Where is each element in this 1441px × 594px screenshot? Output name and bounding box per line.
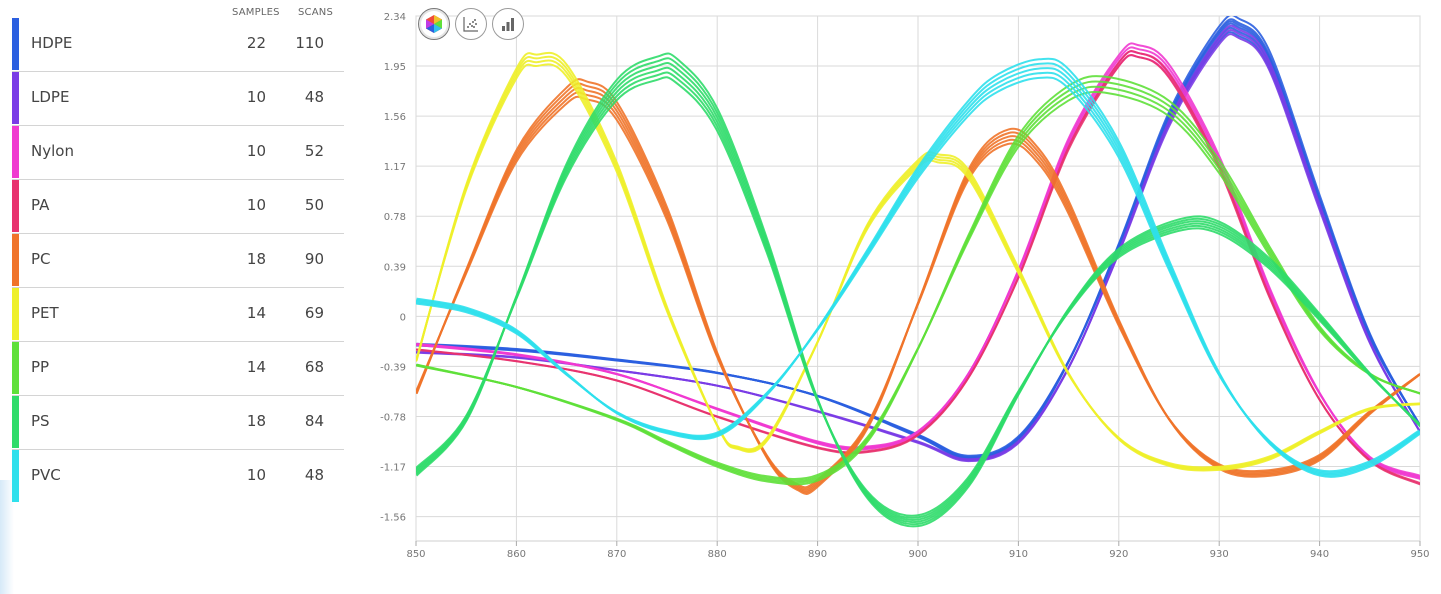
x-tick-label: 890 — [808, 549, 827, 560]
material-name: PS — [31, 412, 50, 430]
y-tick-label: 1.17 — [384, 162, 406, 173]
samples-count: 10 — [246, 196, 266, 214]
scans-count: 48 — [304, 466, 324, 484]
samples-count: 18 — [246, 412, 266, 430]
samples-column-header: SAMPLES — [232, 7, 280, 18]
scans-count: 50 — [304, 196, 324, 214]
y-tick-label: 1.56 — [384, 112, 406, 123]
series-nylon — [416, 42, 1420, 480]
material-name: LDPE — [31, 88, 70, 106]
series-ldpe — [416, 24, 1420, 463]
color-swatch — [12, 72, 19, 124]
material-name: PA — [31, 196, 50, 214]
series-line — [416, 52, 1420, 528]
color-swatch — [12, 126, 19, 178]
x-tick-label: 850 — [406, 549, 425, 560]
material-name: HDPE — [31, 34, 73, 52]
bar-view-button[interactable] — [492, 8, 524, 40]
series-line — [416, 95, 1420, 489]
spectra-view-button[interactable] — [418, 8, 450, 40]
left-edge-glow — [0, 480, 14, 594]
samples-count: 10 — [246, 142, 266, 160]
scatter-plot-icon — [463, 17, 478, 32]
color-swatch — [12, 180, 19, 232]
scans-count: 84 — [304, 412, 324, 430]
material-name: PET — [31, 304, 59, 322]
color-swatch — [12, 288, 19, 340]
y-tick-label: 0.39 — [384, 262, 406, 273]
series-line — [416, 76, 1420, 517]
series-ps — [416, 52, 1420, 528]
x-tick-label: 860 — [507, 549, 526, 560]
series-line — [416, 75, 1420, 486]
hexagon-color-icon — [426, 15, 442, 33]
color-swatch — [12, 342, 19, 394]
legend-row-nylon[interactable]: Nylon 10 52 — [12, 125, 344, 180]
x-tick-label: 930 — [1210, 549, 1229, 560]
legend-row-ps[interactable]: PS 18 84 — [12, 395, 344, 450]
samples-count: 14 — [246, 304, 266, 322]
color-swatch — [12, 18, 19, 70]
scans-count: 52 — [304, 142, 324, 160]
series-line — [416, 50, 1420, 486]
series-line — [416, 20, 1420, 460]
x-tick-label: 950 — [1410, 549, 1429, 560]
y-tick-label: -1.17 — [380, 463, 406, 474]
legend-row-pvc[interactable]: PVC 10 48 — [12, 449, 344, 503]
legend-row-hdpe[interactable]: HDPE 22 110 — [12, 17, 344, 72]
series-line — [416, 78, 1420, 495]
y-tick-label: 2.34 — [384, 12, 406, 23]
y-tick-label: 0.78 — [384, 212, 406, 223]
scatter-view-button[interactable] — [455, 8, 487, 40]
x-tick-label: 920 — [1109, 549, 1128, 560]
bar-chart-icon — [502, 18, 514, 31]
scans-count: 110 — [295, 34, 324, 52]
material-name: PVC — [31, 466, 61, 484]
x-tick-label: 940 — [1310, 549, 1329, 560]
series-line — [416, 33, 1420, 461]
y-tick-label: -0.78 — [380, 412, 406, 423]
material-name: PP — [31, 358, 50, 376]
series-pvc — [416, 57, 1420, 478]
series-line — [416, 51, 1420, 472]
x-tick-label: 900 — [908, 549, 927, 560]
y-tick-label: 0 — [400, 312, 406, 323]
series-line — [416, 76, 1420, 473]
series-pet — [416, 51, 1420, 472]
legend-row-pet[interactable]: PET 14 69 — [12, 287, 344, 342]
color-swatch — [12, 234, 19, 286]
legend-row-pc[interactable]: PC 18 90 — [12, 233, 344, 288]
legend-row-ldpe[interactable]: LDPE 10 48 — [12, 71, 344, 126]
samples-count: 18 — [246, 250, 266, 268]
series-pp — [416, 75, 1420, 486]
samples-count: 22 — [246, 34, 266, 52]
legend-panel: SAMPLES SCANS HDPE 22 110 LDPE 10 48 Nyl… — [0, 0, 345, 520]
legend-row-pp[interactable]: PP 14 68 — [12, 341, 344, 396]
samples-count: 10 — [246, 466, 266, 484]
scans-count: 48 — [304, 88, 324, 106]
scans-count: 90 — [304, 250, 324, 268]
series-line — [416, 42, 1420, 480]
scans-column-header: SCANS — [298, 7, 333, 18]
x-tick-label: 910 — [1009, 549, 1028, 560]
material-name: Nylon — [31, 142, 74, 160]
series-line — [416, 91, 1420, 480]
legend-row-pa[interactable]: PA 10 50 — [12, 179, 344, 234]
samples-count: 14 — [246, 358, 266, 376]
scans-count: 69 — [304, 304, 324, 322]
chart-series — [416, 16, 1420, 528]
samples-count: 10 — [246, 88, 266, 106]
y-tick-label: -0.39 — [380, 362, 406, 373]
x-tick-label: 880 — [708, 549, 727, 560]
y-tick-label: 1.95 — [384, 62, 406, 73]
material-name: PC — [31, 250, 51, 268]
y-tick-label: -1.56 — [380, 513, 406, 524]
chart-ticks: 2.34 1.95 1.56 1.17 0.78 0.39 0 -0.39 -0.78 -1.17… — [380, 12, 1429, 560]
series-pa — [416, 50, 1420, 486]
color-swatch — [12, 396, 19, 448]
x-tick-label: 870 — [607, 549, 626, 560]
scans-count: 68 — [304, 358, 324, 376]
color-swatch — [12, 450, 19, 502]
